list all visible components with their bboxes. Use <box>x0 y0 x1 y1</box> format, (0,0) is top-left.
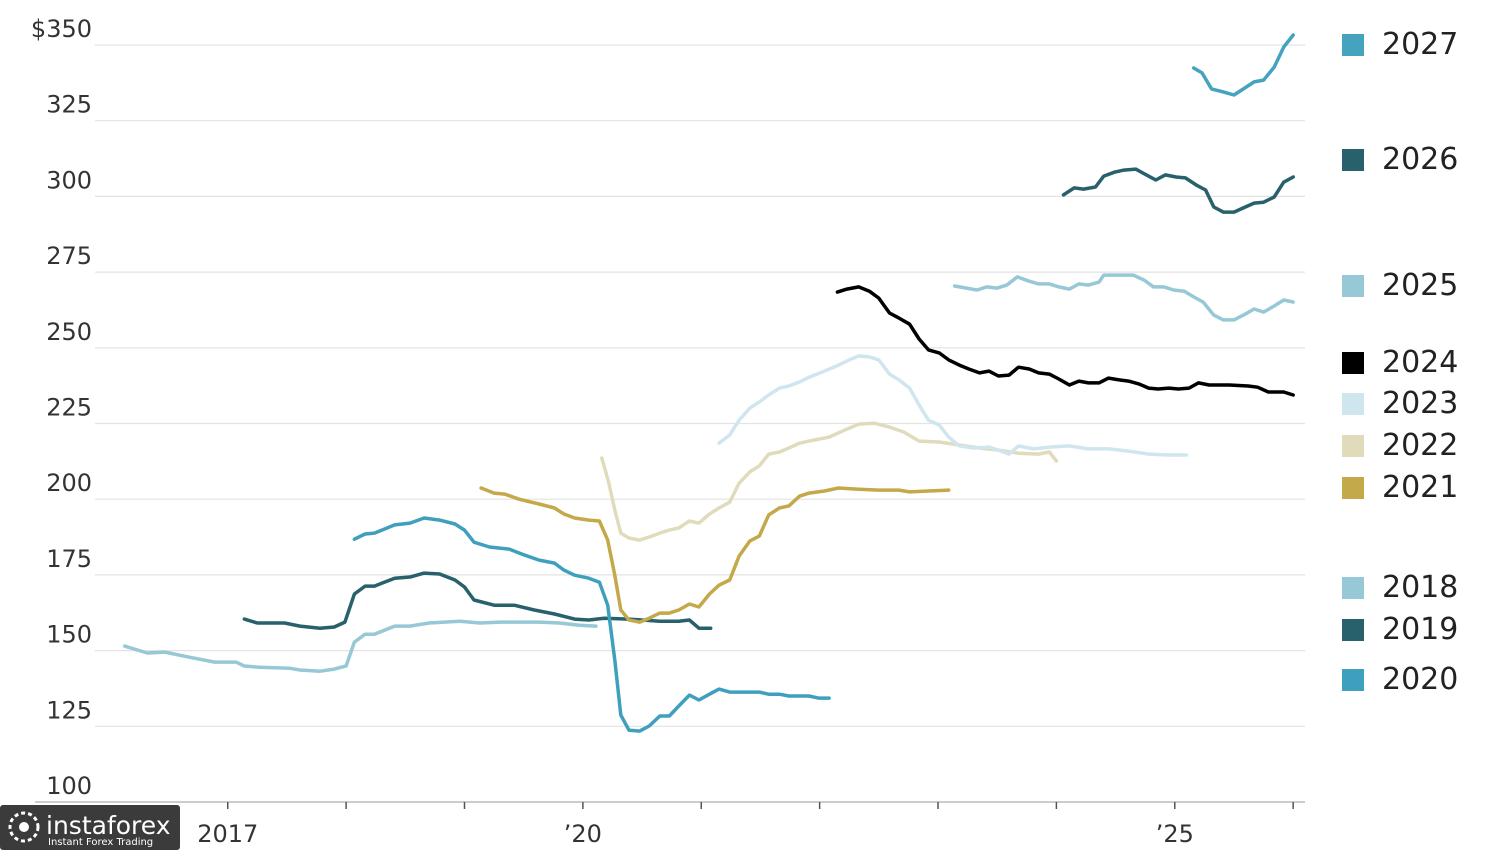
series-line <box>1061 167 1295 214</box>
y-tick-label: 200 <box>46 469 92 497</box>
series-line <box>479 486 951 624</box>
watermark-logo <box>8 811 40 843</box>
legend-swatch <box>1342 275 1364 297</box>
x-tick-label: 2017 <box>197 820 258 848</box>
series-line <box>122 619 598 673</box>
y-tick-label: 100 <box>46 772 92 800</box>
series-line <box>1191 33 1295 97</box>
y-tick-label: 175 <box>46 545 92 573</box>
legend-swatch <box>1342 669 1364 691</box>
series-line <box>835 285 1295 397</box>
y-tick-label: 250 <box>46 318 92 346</box>
series-line <box>717 354 1189 457</box>
legend-swatch <box>1342 149 1364 171</box>
y-tick-label: $350 <box>31 15 92 43</box>
y-tick-label: 150 <box>46 621 92 649</box>
legend-label: 2022 <box>1382 428 1458 463</box>
legend-label: 2020 <box>1382 662 1458 697</box>
legend-swatch <box>1342 393 1364 415</box>
watermark-box <box>0 805 180 850</box>
watermark-logo-center <box>19 822 29 832</box>
watermark: instaforex Instant Forex Trading <box>0 805 180 850</box>
y-tick-label: 125 <box>46 696 92 724</box>
series-line <box>600 421 1059 542</box>
legend-label: 2018 <box>1382 570 1458 605</box>
watermark-brand: instaforex <box>46 811 171 840</box>
legend-label: 2021 <box>1382 470 1458 505</box>
legend-swatch <box>1342 477 1364 499</box>
series-line <box>952 273 1295 322</box>
legend-swatch <box>1342 619 1364 641</box>
legend-label: 2027 <box>1382 27 1458 62</box>
legend-swatch <box>1342 34 1364 56</box>
x-tick-label: ’20 <box>564 820 602 848</box>
x-tick-label: ’25 <box>1156 820 1194 848</box>
legend-label: 2025 <box>1382 268 1458 303</box>
legend-swatch <box>1342 352 1364 374</box>
legend-label: 2024 <box>1382 345 1458 380</box>
watermark-tagline: Instant Forex Trading <box>48 837 153 848</box>
y-tick-label: 300 <box>46 166 92 194</box>
y-tick-label: 325 <box>46 91 92 119</box>
legend-swatch <box>1342 577 1364 599</box>
y-tick-label: 275 <box>46 242 92 270</box>
legend-swatch <box>1342 435 1364 457</box>
series-line <box>352 516 831 733</box>
legend-label: 2019 <box>1382 612 1458 647</box>
y-tick-label: 225 <box>46 394 92 422</box>
legend-label: 2026 <box>1382 142 1458 177</box>
legend-label: 2023 <box>1382 386 1458 421</box>
